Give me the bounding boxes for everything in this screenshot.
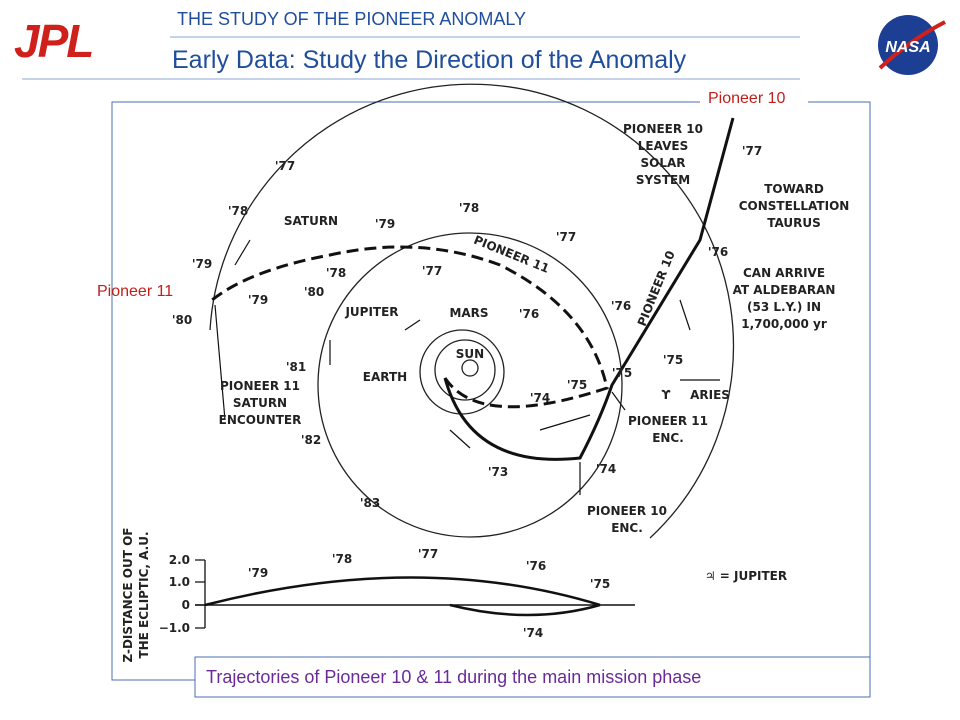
z-tick-label: 0 xyxy=(182,598,190,612)
trajectories xyxy=(211,117,735,495)
figure-label: ARIES xyxy=(690,388,730,402)
svg-text:NASA: NASA xyxy=(885,39,930,56)
z-year-label: '78 xyxy=(332,552,352,566)
z-year-label: '76 xyxy=(526,559,546,573)
figure-label-line: CAN ARRIVE xyxy=(743,266,825,280)
nasa-logo: NASA xyxy=(878,15,946,75)
z-tick-label: 1.0 xyxy=(169,575,190,589)
figure-label: ϒ xyxy=(662,388,672,402)
figure-label-line: SOLAR xyxy=(640,156,685,170)
z-year-label: '75 xyxy=(590,577,610,591)
figure-label: SUN xyxy=(456,347,484,361)
figure-label: '73 xyxy=(488,465,508,479)
figure-label: '78 xyxy=(459,201,479,215)
caption: Trajectories of Pioneer 10 & 11 during t… xyxy=(206,667,701,687)
figure-label: '79 xyxy=(192,257,212,271)
figure-label: '75 xyxy=(567,378,587,392)
figure-label-line: PIONEER 11 xyxy=(628,414,708,428)
figure-label-line: PIONEER 10 xyxy=(623,122,703,136)
figure-label-line: TOWARD xyxy=(764,182,824,196)
title: Early Data: Study the Direction of the A… xyxy=(172,46,687,74)
figure-label: '82 xyxy=(301,433,321,447)
z-year-label: '77 xyxy=(418,547,438,561)
figure-label: '79 xyxy=(375,217,395,231)
figure-label-line: (53 L.Y.) IN xyxy=(747,300,821,314)
figure-label: PIONEER 10 LEAVES SOLAR SYSTEM xyxy=(623,122,703,187)
z-tick-label: −1.0 xyxy=(159,621,190,635)
z-year-label: '79 xyxy=(248,566,268,580)
figure-label-line: SYSTEM xyxy=(636,173,690,187)
figure-label: EARTH xyxy=(363,370,407,384)
z-axis-label: Z-DISTANCE OUT OF THE ECLIPTIC, A.U. xyxy=(121,527,151,662)
figure-label: MARS xyxy=(449,306,488,320)
figure-label-line: 1,700,000 yr xyxy=(741,317,827,331)
z-axis-label-line: THE ECLIPTIC, A.U. xyxy=(137,531,151,658)
figure-label: '75 xyxy=(612,366,632,380)
figure-label-line: SATURN xyxy=(233,396,287,410)
callout-pioneer11: Pioneer 11 xyxy=(97,283,173,300)
jpl-logo: JPL xyxy=(14,15,92,67)
figure-label: '76 xyxy=(708,245,728,259)
figure-label: '80 xyxy=(304,285,324,299)
figure-label: JUPITER xyxy=(344,305,398,319)
figure-label: '74 xyxy=(596,462,616,476)
figure-label: '77 xyxy=(275,159,295,173)
figure-label: '76 xyxy=(611,299,631,313)
figure-label: CAN ARRIVE AT ALDEBARAN (53 L.Y.) IN 1,700,… xyxy=(733,266,836,331)
figure-label-line: ENCOUNTER xyxy=(219,413,302,427)
z-year-label: '74 xyxy=(523,626,543,640)
z-plot xyxy=(195,559,635,629)
figure-label: '77 xyxy=(556,230,576,244)
figure-label: PIONEER 11 SATURN ENCOUNTER xyxy=(219,379,302,427)
figure-label: '78 xyxy=(228,204,248,218)
figure-label: '75 xyxy=(663,353,683,367)
figure-label: SATURN xyxy=(284,214,338,228)
figure-label: '78 xyxy=(326,266,346,280)
z-tick-label: 2.0 xyxy=(169,553,190,567)
figure-label-line: PIONEER 10 xyxy=(587,504,667,518)
figure-label-line: CONSTELLATION xyxy=(739,199,850,213)
figure-label-line: ENC. xyxy=(611,521,643,535)
figure-label: ♃ = JUPITER xyxy=(705,569,787,583)
caption-box xyxy=(194,656,871,698)
figure-label: '77 xyxy=(742,144,762,158)
subtitle: THE STUDY OF THE PIONEER ANOMALY xyxy=(177,9,526,29)
callout-pioneer10: Pioneer 10 xyxy=(708,90,785,107)
figure-label: '76 xyxy=(519,307,539,321)
figure-label: '77 xyxy=(422,264,442,278)
figure-label: PIONEER 10 ENC. xyxy=(587,504,667,535)
figure-label: '81 xyxy=(286,360,306,374)
figure-label-line: PIONEER 11 xyxy=(220,379,300,393)
z-axis-label-line: Z-DISTANCE OUT OF xyxy=(121,527,135,662)
figure-label: TOWARD CONSTELLATION TAURUS xyxy=(739,182,850,230)
figure-label-line: TAURUS xyxy=(767,216,821,230)
figure-label: '83 xyxy=(360,496,380,510)
figure-label: '79 xyxy=(248,293,268,307)
figure-label: '80 xyxy=(172,313,192,327)
figure-label: '74 xyxy=(530,391,550,405)
figure-label-line: AT ALDEBARAN xyxy=(733,283,836,297)
figure-label: PIONEER 11 ENC. xyxy=(628,414,708,445)
figure-label-line: ENC. xyxy=(652,431,684,445)
figure-label-line: LEAVES xyxy=(638,139,688,153)
